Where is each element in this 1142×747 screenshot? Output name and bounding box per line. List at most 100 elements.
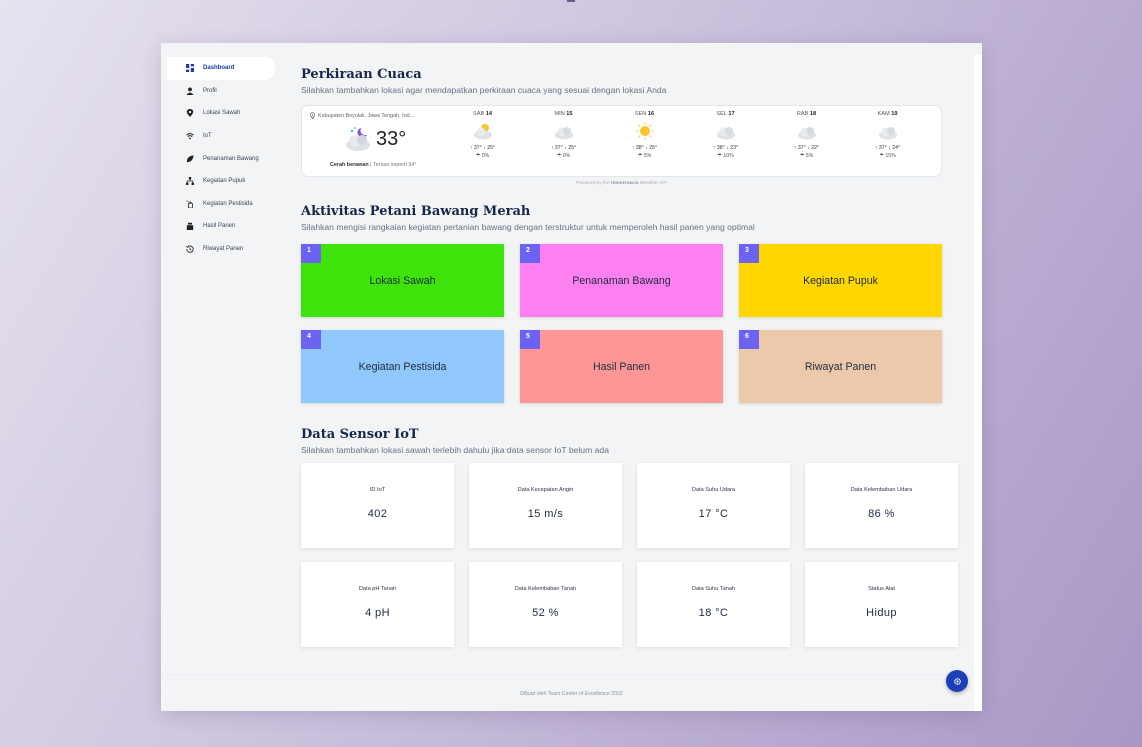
weather-attribution: Powered by the tomorrow.io Weather API — [576, 181, 667, 186]
sidebar-item-label: Dashboard — [203, 65, 235, 72]
wifi-icon — [185, 132, 194, 141]
sidebar-item-dashboard[interactable]: Dashboard — [167, 57, 275, 80]
sensor-card-air-humidity: Data Kelembaban Udara 86 % — [805, 463, 958, 548]
sensor-value: 17 °C — [698, 508, 729, 520]
harvest-icon — [185, 222, 194, 231]
activity-card-penanaman-bawang[interactable]: 2 Penanaman Bawang — [520, 244, 723, 317]
sensor-title: Data Sensor IoT — [301, 427, 419, 442]
location-icon — [309, 112, 316, 119]
sensor-card-wind-speed: Data Kecepatan Angin 15 m/s — [469, 463, 622, 548]
map-pin-icon — [185, 109, 194, 118]
spray-icon — [185, 199, 194, 208]
user-icon — [185, 86, 194, 95]
sensor-value: 15 m/s — [527, 508, 564, 520]
sidebar-item-riwayat-panen[interactable]: Riwayat Panen — [167, 238, 275, 261]
activity-card-kegiatan-pestisida[interactable]: 4 Kegiatan Pestisida — [301, 330, 504, 403]
activity-card-label: Kegiatan Pupuk — [803, 274, 878, 287]
sensor-label: ID IoT — [369, 487, 386, 493]
forecast-day: SEN 16 ↑ 38° ↓ 25° ☂ 5% — [631, 111, 658, 159]
history-icon — [185, 245, 194, 254]
weather-widget: Kabupaten Boyolali, Jawa Tengah, Ind... … — [301, 105, 942, 177]
sensor-card-soil-ph: Data pH Tanah 4 pH — [301, 562, 454, 647]
sensor-value: 86 % — [868, 508, 895, 520]
sidebar-item-kegiatan-pestisida[interactable]: Kegiatan Pestisida — [167, 193, 275, 216]
sidebar-item-label: Riwayat Panen — [203, 246, 244, 253]
activity-card-hasil-panen[interactable]: 5 Hasil Panen — [520, 330, 723, 403]
weather-location-text: Kabupaten Boyolali, Jawa Tengah, Ind... — [318, 112, 415, 119]
sensor-value: 4 pH — [365, 607, 390, 619]
forecast-day: SAB 14 ↑ 37° ↓ 25° ☂ 0% — [469, 111, 496, 159]
sensor-card-soil-humidity: Data Kelembaban Tanah 52 % — [469, 562, 622, 647]
forecast-day: SEL 17 ↑ 38° ↓ 23° ☂ 10% — [712, 111, 739, 159]
partly-cloudy-night-icon — [346, 127, 370, 151]
step-badge: 3 — [739, 244, 759, 263]
sensor-card-soil-temp: Data Suhu Tanah 18 °C — [637, 562, 790, 647]
activity-card-label: Lokasi Sawah — [369, 274, 436, 287]
dashboard-icon — [185, 64, 194, 73]
weather-section-title: Perkiraan Cuaca — [301, 67, 422, 82]
sidebar-item-label: Penanaman Bawang — [203, 155, 259, 162]
forecast-days: SAB 14 ↑ 37° ↓ 25° ☂ 0% MIN 15 ↑ 37° ↓ 2… — [442, 111, 942, 159]
gear-icon — [953, 677, 961, 685]
activities-title: Aktivitas Petani Bawang Merah — [301, 204, 531, 219]
sensor-label: Status Alat — [868, 586, 895, 592]
network-icon — [185, 177, 194, 186]
sensor-label: Data pH Tanah — [358, 586, 397, 592]
sensor-value: Hidup — [866, 607, 897, 619]
sidebar-item-label: Hasil Panen — [203, 223, 236, 230]
sensor-label: Data Suhu Udara — [691, 487, 736, 493]
activity-card-label: Hasil Panen — [592, 360, 651, 373]
cloud-icon — [716, 127, 735, 140]
partly-cloudy-icon — [473, 124, 492, 140]
cloud-icon — [554, 127, 573, 140]
sidebar-item-profil[interactable]: Profil — [167, 80, 275, 103]
sidebar: Dashboard Profil Lokasi Sawah IoT Penana… — [167, 57, 275, 260]
activities-header: Aktivitas Petani Bawang Merah Silahkan m… — [301, 204, 755, 232]
weather-location: Kabupaten Boyolali, Jawa Tengah, Ind... — [309, 112, 414, 119]
step-badge: 2 — [520, 244, 540, 263]
activity-card-riwayat-panen[interactable]: 6 Riwayat Panen — [739, 330, 942, 403]
forecast-day: RAB 18 ↑ 37° ↓ 22° ☂ 5% — [793, 111, 820, 159]
cloud-icon — [797, 127, 816, 140]
sidebar-item-label: IoT — [203, 133, 212, 140]
activity-card-label: Riwayat Panen — [804, 360, 877, 373]
activity-card-lokasi-sawah[interactable]: 1 Lokasi Sawah — [301, 244, 504, 317]
sun-icon — [636, 122, 653, 140]
current-temperature: 33° — [376, 128, 407, 150]
step-badge: 1 — [301, 244, 321, 263]
sensor-card-device-status: Status Alat Hidup — [805, 562, 958, 647]
step-badge: 4 — [301, 330, 321, 349]
sidebar-item-label: Kegiatan Pestisida — [203, 200, 253, 207]
sensor-value: 402 — [367, 508, 388, 520]
activity-card-label: Penanaman Bawang — [572, 274, 671, 287]
footer-credit: Dibuat oleh Team Center of Excellence 20… — [520, 691, 623, 697]
step-badge: 6 — [739, 330, 759, 349]
weather-section-subtitle: Silahkan tambahkan lokasi agar mendapatk… — [301, 85, 667, 95]
sensor-label: Data Kelembaban Tanah — [514, 586, 577, 592]
sidebar-item-penanaman-bawang[interactable]: Penanaman Bawang — [167, 147, 275, 170]
activity-card-label: Kegiatan Pestisida — [358, 360, 447, 373]
sidebar-item-lokasi-sawah[interactable]: Lokasi Sawah — [167, 102, 275, 125]
sensor-value: 52 % — [532, 607, 559, 619]
sensor-label: Data Suhu Tanah — [691, 586, 736, 592]
sidebar-item-hasil-panen[interactable]: Hasil Panen — [167, 215, 275, 238]
sensor-subtitle: Silahkan tambahkan lokasi sawah terlebih… — [301, 445, 609, 455]
settings-fab-button[interactable] — [946, 670, 968, 692]
forecast-day: MIN 15 ↑ 37° ↓ 25° ☂ 0% — [550, 111, 577, 159]
sidebar-item-label: Lokasi Sawah — [203, 110, 241, 117]
sidebar-item-label: Kegiatan Pupuk — [203, 178, 246, 185]
sensor-label: Data Kecepatan Angin — [517, 487, 574, 493]
sensor-header: Data Sensor IoT Silahkan tambahkan lokas… — [301, 427, 609, 455]
app-frame: Dashboard Profil Lokasi Sawah IoT Penana… — [161, 43, 982, 711]
sensor-value: 18 °C — [698, 607, 729, 619]
sidebar-item-iot[interactable]: IoT — [167, 125, 275, 148]
sensor-card-air-temp: Data Suhu Udara 17 °C — [637, 463, 790, 548]
sidebar-item-kegiatan-pupuk[interactable]: Kegiatan Pupuk — [167, 170, 275, 193]
activities-subtitle: Silahkan mengisi rangkaian kegiatan pert… — [301, 222, 755, 232]
weather-description: Cerah berawan | Terasa seperti 34° — [330, 162, 417, 168]
sensor-label: Data Kelembaban Udara — [850, 487, 913, 493]
leaf-icon — [185, 154, 194, 163]
sidebar-item-label: Profil — [203, 87, 217, 94]
activity-card-kegiatan-pupuk[interactable]: 3 Kegiatan Pupuk — [739, 244, 942, 317]
sensor-card-id-iot: ID IoT 402 — [301, 463, 454, 548]
